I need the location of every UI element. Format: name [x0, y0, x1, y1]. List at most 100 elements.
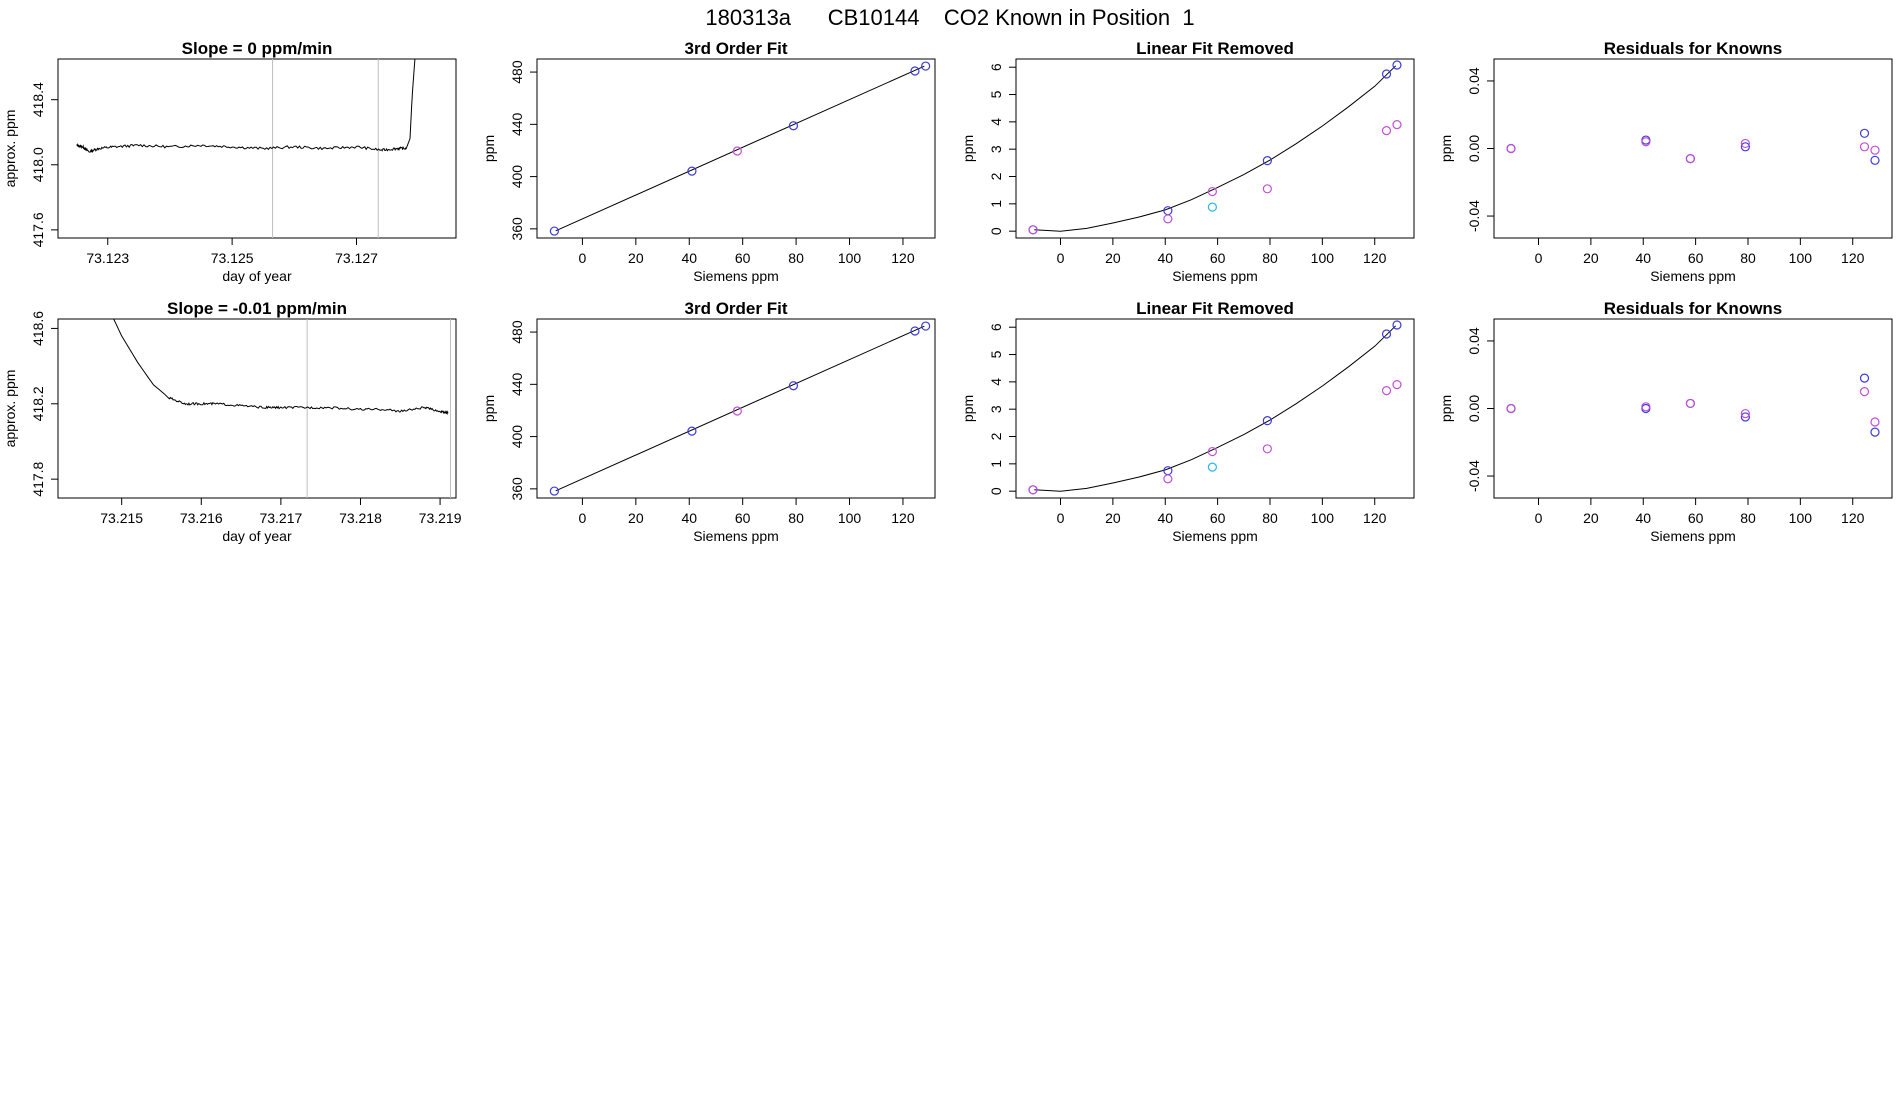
panel-fit-2: 3rd Order Fit 0 20 40 60 80 100 120 360 400 440 480…: [481, 299, 936, 544]
data-point: [1262, 416, 1272, 426]
x-tick-label: 60: [1210, 250, 1226, 266]
data-point: [1641, 402, 1651, 412]
y-tick-label: 418.4: [30, 82, 46, 117]
y-tick-label: 418.6: [30, 311, 46, 346]
plot-frame: [1015, 318, 1415, 499]
panel-title: Residuals for Knowns: [1604, 299, 1783, 318]
y-tick-label: 1: [988, 460, 1004, 468]
data-point: [1262, 444, 1272, 454]
y-tick-label: 5: [988, 350, 1004, 358]
x-tick-label: 100: [838, 250, 862, 266]
x-tick-label: 40: [1635, 510, 1651, 526]
data-point: [921, 321, 931, 331]
y-tick-label: 2: [988, 432, 1004, 440]
data-point: [1392, 379, 1402, 390]
x-tick-label: 40: [681, 510, 697, 526]
plot-area: [1506, 373, 1880, 437]
y-tick-label: 6: [988, 63, 1004, 71]
x-tick-label: 0: [579, 250, 587, 266]
x-tick-label: 73.125: [211, 250, 254, 266]
data-point: [1870, 145, 1880, 155]
panel-title: Linear Fit Removed: [1136, 39, 1294, 58]
y-tick-label: 4: [988, 378, 1004, 386]
x-tick-label: 100: [838, 510, 862, 526]
y-tick-label: 5: [988, 90, 1004, 98]
x-tick-label: 20: [1105, 250, 1121, 266]
x-tick-label: 60: [735, 510, 751, 526]
x-tick-label: 120: [1841, 510, 1865, 526]
x-tick-label: 40: [1157, 510, 1173, 526]
plot-area: [1506, 128, 1880, 165]
x-tick-label: 100: [1311, 250, 1335, 266]
data-point: [910, 326, 920, 336]
data-point: [732, 406, 742, 416]
data-point: [687, 426, 697, 436]
x-tick-label: 80: [1262, 250, 1278, 266]
y-axis-label: ppm: [1438, 395, 1454, 422]
data-point: [549, 486, 559, 496]
y-axis-label: approx. ppm: [2, 110, 18, 188]
x-tick-label: 40: [1157, 250, 1173, 266]
x-tick-label: 73.219: [419, 510, 462, 526]
y-axis-label: ppm: [960, 135, 976, 162]
x-tick-label: 120: [1363, 250, 1387, 266]
data-point: [1262, 184, 1272, 194]
data-point: [1740, 138, 1750, 149]
x-tick-label: 80: [788, 510, 804, 526]
data-point: [1207, 446, 1217, 457]
x-axis-label: Siemens ppm: [1172, 528, 1258, 544]
plot-frame: [1493, 58, 1893, 239]
series-line: [76, 59, 416, 154]
y-tick-label: 360: [509, 217, 525, 241]
data-point: [1392, 60, 1402, 70]
y-tick-label: 400: [509, 165, 525, 189]
x-tick-label: 80: [1740, 250, 1756, 266]
panel-fit-1: 3rd Order Fit 0 20 40 60 80 100 120 360 400 440 480…: [481, 39, 936, 284]
figure-title: 180313a CB10144 CO2 Known in Position 1: [705, 5, 1194, 30]
y-tick-label: 417.6: [30, 212, 46, 247]
x-tick-label: 80: [788, 250, 804, 266]
y-axis-label: ppm: [481, 135, 497, 162]
data-point: [1028, 485, 1038, 495]
data-point: [1740, 408, 1750, 419]
y-tick-label: 0.00: [1466, 395, 1482, 422]
plot-frame: [1493, 318, 1893, 499]
x-tick-label: 73.123: [86, 250, 129, 266]
x-tick-label: 0: [1535, 250, 1543, 266]
y-axis-label: ppm: [960, 395, 976, 422]
x-tick-label: 100: [1789, 250, 1813, 266]
data-point: [1381, 329, 1392, 339]
plot-area: [549, 61, 931, 236]
panel-title: 3rd Order Fit: [685, 39, 788, 58]
y-tick-label: 418.0: [30, 147, 46, 182]
fit-curve: [1034, 65, 1397, 232]
x-tick-label: 80: [1740, 510, 1756, 526]
x-tick-label: 60: [1210, 510, 1226, 526]
data-point: [1859, 373, 1870, 383]
x-tick-label: 120: [1363, 510, 1387, 526]
x-tick-label: 60: [1688, 510, 1704, 526]
y-tick-label: 1: [988, 200, 1004, 208]
y-axis-label: ppm: [481, 395, 497, 422]
x-axis-label: Siemens ppm: [693, 268, 779, 284]
data-point: [788, 121, 799, 131]
plot-frame: [536, 58, 936, 239]
x-axis-label: Siemens ppm: [1650, 268, 1736, 284]
x-tick-label: 20: [1583, 510, 1599, 526]
data-point: [1859, 142, 1870, 152]
panel-slope-1: Slope = 0 ppm/min 73.123 73.125 73.127 417.6…: [2, 39, 457, 284]
panel-title: Slope = -0.01 ppm/min: [167, 299, 347, 318]
panel-resid-2: Residuals for Knowns 0 20 40 60 80 100 120 -0.04…: [1438, 299, 1893, 544]
plot-frame: [57, 58, 457, 239]
x-tick-label: 100: [1311, 510, 1335, 526]
data-point: [1207, 202, 1217, 212]
plot-area: [549, 321, 931, 496]
y-tick-label: 400: [509, 425, 525, 449]
data-point: [1207, 186, 1217, 197]
panel-title: 3rd Order Fit: [685, 299, 788, 318]
y-tick-label: 3: [988, 405, 1004, 413]
y-tick-label: 440: [509, 112, 525, 136]
x-tick-label: 40: [681, 250, 697, 266]
x-tick-label: 80: [1262, 510, 1278, 526]
x-tick-label: 20: [1583, 250, 1599, 266]
